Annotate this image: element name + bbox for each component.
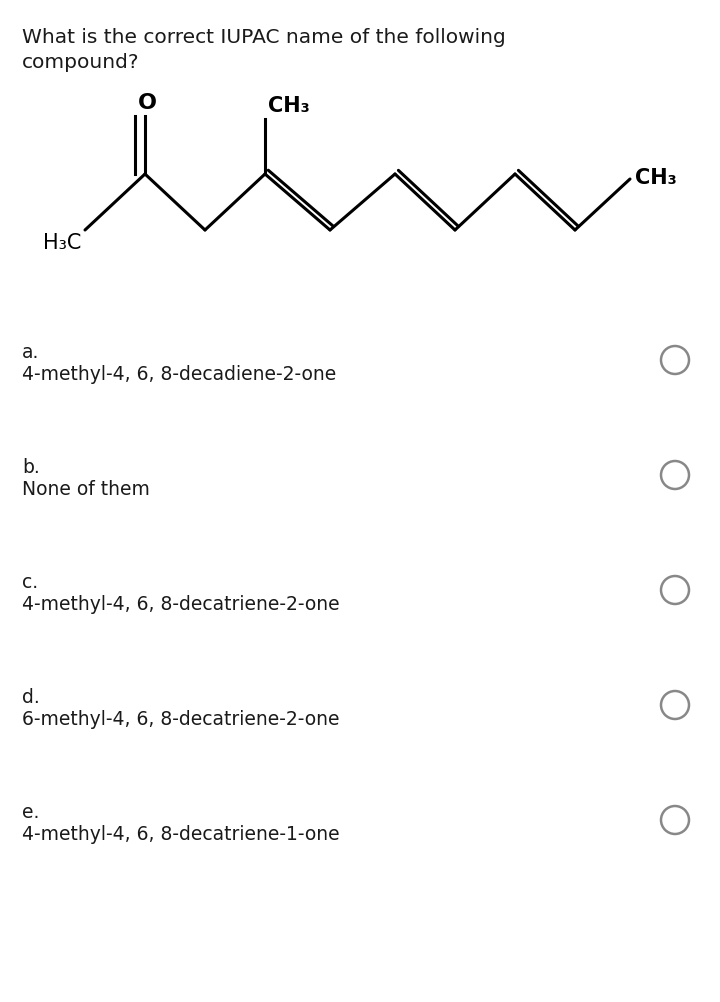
Text: CH₃: CH₃ [635,167,677,187]
Text: 4-methyl-4, 6, 8-decatriene-1-one: 4-methyl-4, 6, 8-decatriene-1-one [22,825,340,843]
Text: 4-methyl-4, 6, 8-decatriene-2-one: 4-methyl-4, 6, 8-decatriene-2-one [22,594,340,613]
Text: d.: d. [22,687,40,706]
Text: None of them: None of them [22,480,150,499]
Text: What is the correct IUPAC name of the following: What is the correct IUPAC name of the fo… [22,28,505,47]
Text: e.: e. [22,803,40,822]
Text: 4-methyl-4, 6, 8-decadiene-2-one: 4-methyl-4, 6, 8-decadiene-2-one [22,365,336,384]
Text: H₃C: H₃C [42,232,81,253]
Text: a.: a. [22,343,40,362]
Text: O: O [138,93,156,113]
Text: c.: c. [22,572,38,591]
Text: b.: b. [22,458,40,477]
Text: 6-methyl-4, 6, 8-decatriene-2-one: 6-methyl-4, 6, 8-decatriene-2-one [22,709,340,728]
Text: compound?: compound? [22,53,140,72]
Text: CH₃: CH₃ [268,96,310,116]
